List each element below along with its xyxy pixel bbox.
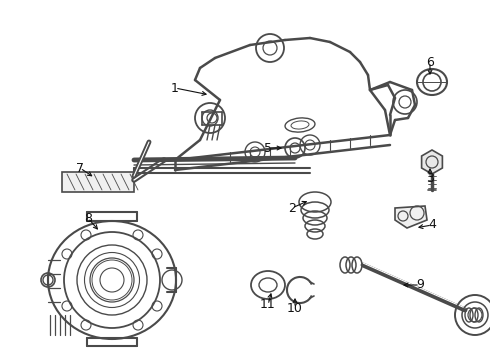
Text: 9: 9: [416, 279, 424, 292]
Polygon shape: [62, 172, 134, 192]
Text: 7: 7: [76, 162, 84, 175]
Polygon shape: [421, 150, 442, 174]
Polygon shape: [395, 206, 427, 228]
Text: 4: 4: [428, 219, 436, 231]
Text: 1: 1: [171, 81, 179, 94]
Text: 10: 10: [287, 302, 303, 315]
Text: 8: 8: [84, 211, 92, 225]
Text: 5: 5: [264, 141, 272, 154]
Text: 3: 3: [426, 171, 434, 184]
Text: 11: 11: [260, 298, 276, 311]
Text: 6: 6: [426, 55, 434, 68]
Text: 2: 2: [288, 202, 296, 215]
